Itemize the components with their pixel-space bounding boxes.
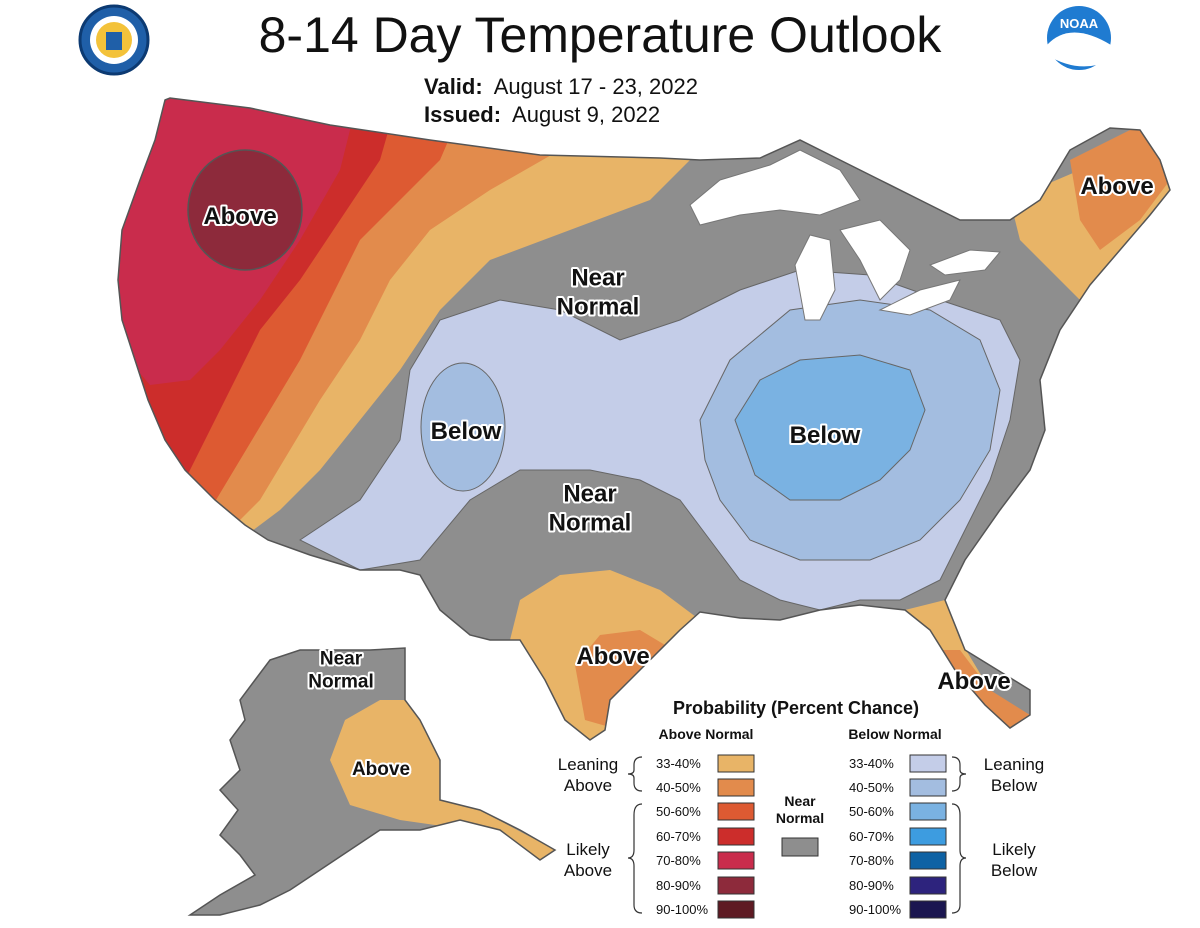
- department-of-commerce-seal-icon: [78, 4, 150, 76]
- region-label: Above: [203, 203, 276, 230]
- brace-leaning-above: [627, 756, 643, 792]
- below-color-swatch: [909, 802, 947, 821]
- above-range-label: 40-50%: [656, 780, 701, 795]
- region-label: Above: [576, 643, 649, 670]
- near-normal-label: Near Normal: [776, 793, 824, 826]
- brace-likely-below: [951, 803, 967, 914]
- brace-leaning-below: [951, 756, 967, 792]
- below-range-label: 80-90%: [849, 878, 894, 893]
- above-range-label: 90-100%: [656, 902, 708, 917]
- alaska-outline: [187, 647, 557, 916]
- leaning-above-label: Leaning Above: [558, 755, 619, 795]
- near-normal-swatch: [781, 837, 819, 857]
- below-range-label: 33-40%: [849, 756, 894, 771]
- below-color-swatch: [909, 778, 947, 797]
- valid-dates: Valid: August 17 - 23, 2022: [424, 74, 698, 100]
- above-color-swatch: [717, 876, 755, 895]
- legend-title: Probability (Percent Chance): [673, 698, 919, 718]
- above-range-label: 70-80%: [656, 853, 701, 868]
- below-color-swatch: [909, 900, 947, 919]
- below-range-label: 70-80%: [849, 853, 894, 868]
- below-color-swatch: [909, 754, 947, 773]
- noaa-logo-icon: NOAA: [1047, 6, 1111, 70]
- legend-below-header: Below Normal: [848, 726, 941, 742]
- above-range-label: 80-90%: [656, 878, 701, 893]
- above-range-label: 60-70%: [656, 829, 701, 844]
- conus-outlook: [118, 98, 1170, 740]
- region-label: Below: [790, 422, 861, 449]
- issued-date: Issued: August 9, 2022: [424, 102, 660, 128]
- legend: Probability (Percent Chance) Above Norma…: [558, 698, 1045, 919]
- below-color-swatch: [909, 851, 947, 870]
- region-label: Above: [1080, 173, 1153, 200]
- brace-likely-above: [627, 803, 643, 914]
- above-color-swatch: [717, 900, 755, 919]
- region-labels: Above Above Near Normal Below Below Near N…: [201, 171, 1155, 782]
- issued-value: August 9, 2022: [512, 102, 661, 127]
- region-label: Near Normal: [308, 649, 373, 693]
- below-range-label: 60-70%: [849, 829, 894, 844]
- region-label: Above: [352, 759, 410, 780]
- below-range-label: 90-100%: [849, 902, 901, 917]
- above-color-swatch: [717, 827, 755, 846]
- legend-above-header: Above Normal: [659, 726, 754, 742]
- svg-text:NOAA: NOAA: [1060, 16, 1099, 31]
- below-color-swatch: [909, 827, 947, 846]
- above-range-label: 33-40%: [656, 756, 701, 771]
- below-color-swatch: [909, 876, 947, 895]
- likely-above-label: Likely Above: [564, 840, 612, 880]
- conus-outline: [117, 97, 1171, 741]
- leaning-below-label: Leaning Below: [984, 755, 1045, 795]
- issued-label: Issued:: [424, 102, 502, 127]
- region-label: Below: [431, 418, 502, 445]
- likely-below-label: Likely Below: [991, 840, 1038, 880]
- above-color-swatch: [717, 778, 755, 797]
- alaska-outlook: [190, 648, 555, 915]
- great-lakes: [689, 149, 1002, 321]
- region-label: Above: [937, 668, 1010, 695]
- above-range-label: 50-60%: [656, 804, 701, 819]
- above-color-swatch: [717, 851, 755, 870]
- region-label: Near Normal: [557, 265, 640, 321]
- above-color-swatch: [717, 802, 755, 821]
- valid-label: Valid:: [424, 74, 483, 99]
- region-label: Near Normal: [549, 481, 632, 537]
- map-title: 8-14 Day Temperature Outlook: [258, 7, 942, 63]
- valid-value: August 17 - 23, 2022: [493, 74, 698, 99]
- above-color-swatch: [717, 754, 755, 773]
- below-range-label: 40-50%: [849, 780, 894, 795]
- below-range-label: 50-60%: [849, 804, 894, 819]
